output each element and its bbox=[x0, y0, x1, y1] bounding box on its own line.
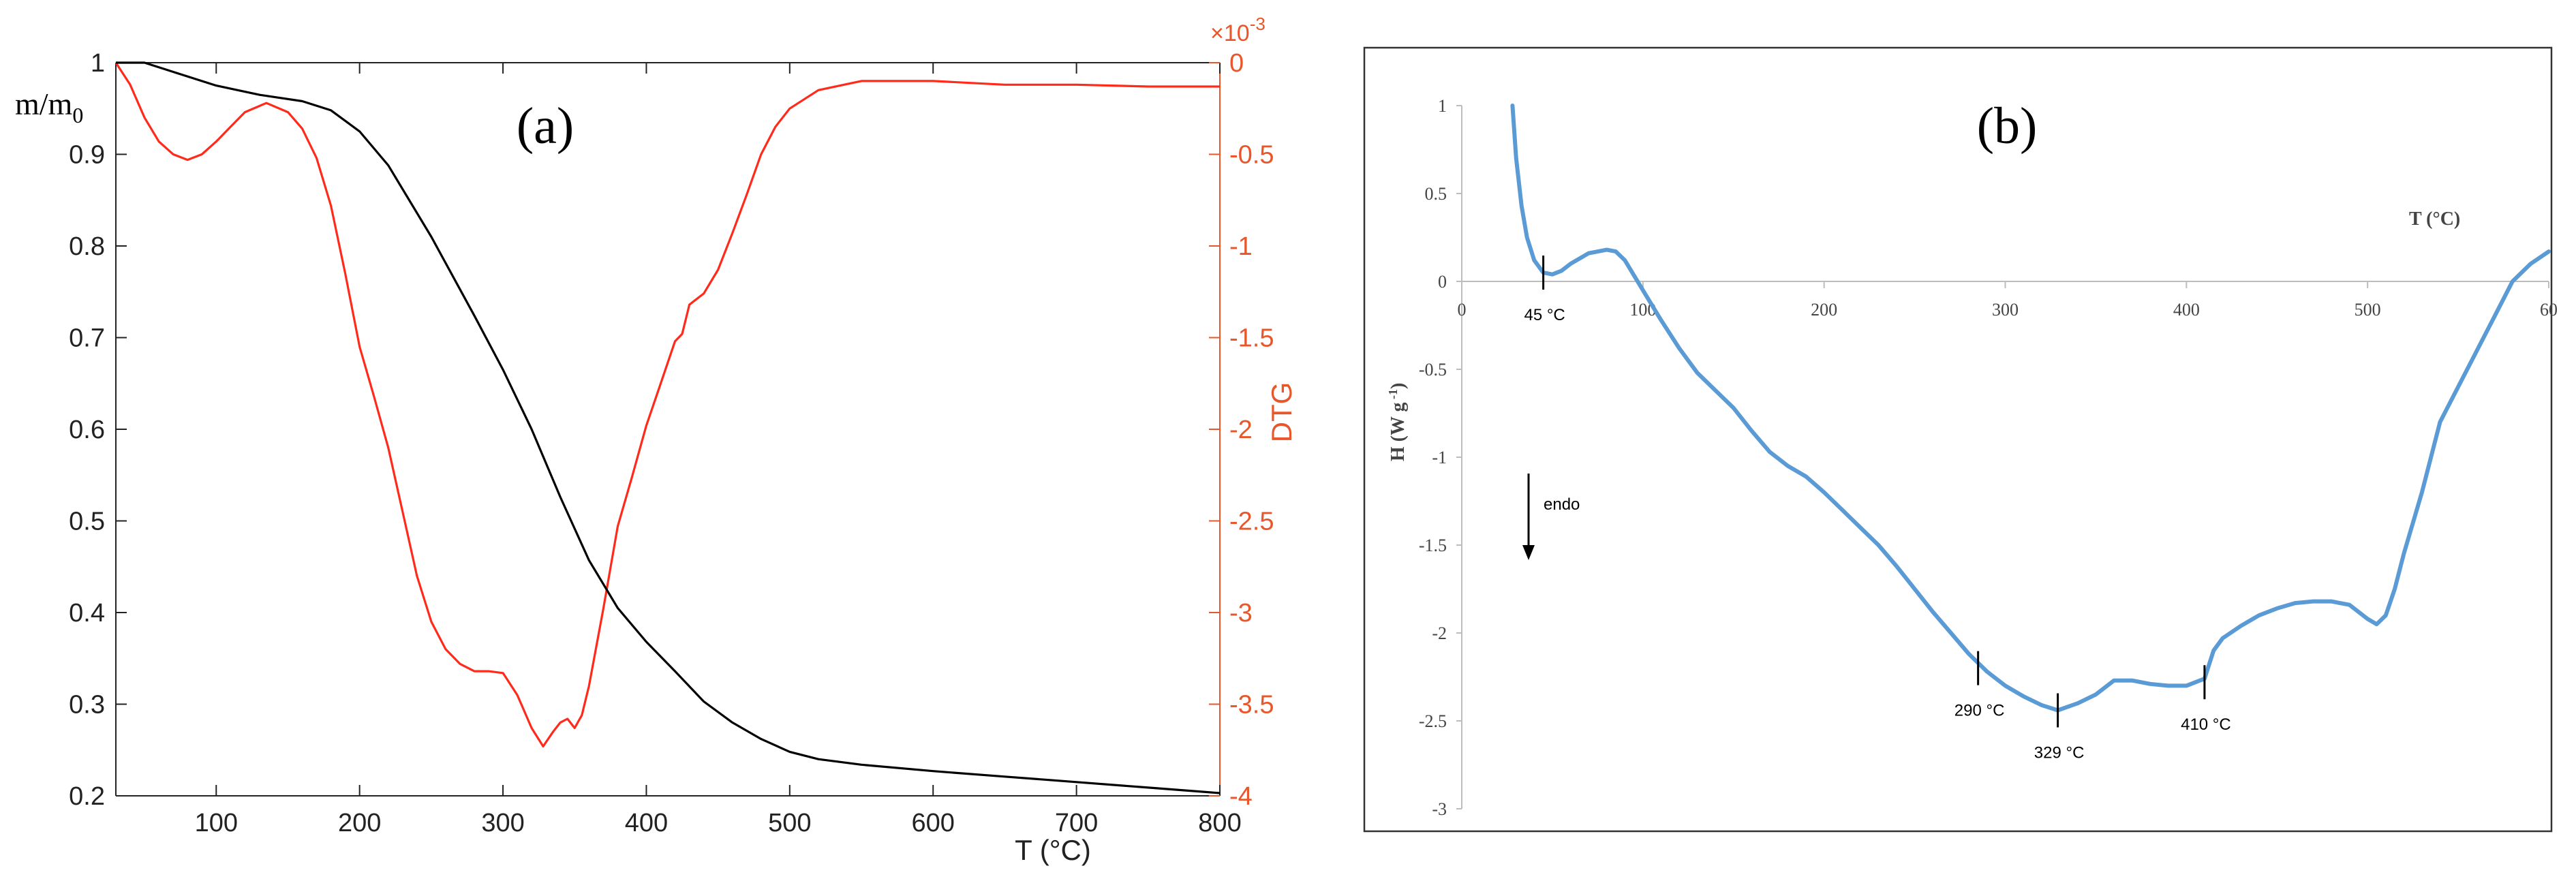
panel-a-y-tick-label: 0.4 bbox=[69, 599, 105, 628]
panel-b-x-tick-label: 0 bbox=[1458, 300, 1467, 320]
panel-a-y2-tick-label: -0.5 bbox=[1229, 141, 1274, 170]
panel-a-y-tick-label: 0.9 bbox=[69, 141, 105, 170]
panel-a-x-tick-label: 200 bbox=[338, 809, 381, 837]
panel-b-y-tick-label: 1 bbox=[1438, 96, 1447, 116]
panel-b-frame bbox=[1363, 46, 2553, 833]
panel-a-y2-exponent-base: ×10 bbox=[1210, 20, 1250, 46]
panel-b-y-tick-label: 0 bbox=[1438, 272, 1447, 292]
panel-b-label: (b) bbox=[1977, 97, 2038, 155]
panel-a-y-tick-label: 0.8 bbox=[69, 232, 105, 261]
panel-b-y-axis-label: H (W g -1) bbox=[1386, 383, 1409, 461]
panel-a-x-tick-label: 800 bbox=[1198, 809, 1241, 837]
panel-b-x-tick-label: 200 bbox=[1811, 300, 1837, 320]
panel-a-y2-axis-label: DTG bbox=[1266, 382, 1298, 443]
panel-a-y2-tick-label: -1 bbox=[1229, 232, 1253, 261]
panel-a-dtg-line bbox=[114, 62, 1220, 747]
panel-a-x-axis-label: T (°C) bbox=[1015, 834, 1091, 866]
panel-b-x-tick-label: 300 bbox=[1992, 300, 2019, 320]
panel-b-y-tick-label: 0.5 bbox=[1425, 184, 1447, 204]
panel-b-annotation-label: 410 °C bbox=[2181, 715, 2231, 734]
panel-a-y2-exponent: ×10-3 bbox=[1210, 14, 1266, 46]
panel-a-y-tick-label: 0.7 bbox=[69, 324, 105, 353]
panel-a-x-tick-label: 500 bbox=[768, 809, 811, 837]
panel-a-tga-chart: (a) 100 200 300 400 500 600 700 8000.20.30.40.5… bbox=[15, 14, 1298, 866]
panel-b-y-axis-label-superscript: -1 bbox=[1386, 389, 1400, 403]
panel-b-annotation-label: 45 °C bbox=[1524, 306, 1565, 324]
panel-a-y-axis-label: m/m0 bbox=[15, 87, 83, 127]
panel-a-x-tick-label: 600 bbox=[912, 809, 955, 837]
panel-a-x-tick-label: 300 bbox=[481, 809, 524, 837]
panel-b-annotation-label: 290 °C bbox=[1954, 702, 2005, 720]
panel-b-y-tick-label: -2.5 bbox=[1419, 711, 1447, 731]
panel-b-y-tick-label: -2 bbox=[1432, 623, 1447, 643]
panel-b-y-tick-label: -0.5 bbox=[1419, 360, 1447, 380]
panel-b-x-axis-label: T (°C) bbox=[2409, 208, 2460, 230]
panel-a-y-tick-label: 1 bbox=[91, 49, 105, 78]
panel-a-y2-tick-label: -3.5 bbox=[1229, 691, 1274, 720]
panel-a-y-tick-label: 0.2 bbox=[69, 782, 105, 811]
panel-a-y2-tick-label: -2 bbox=[1229, 416, 1253, 444]
panel-b-x-tick-label: 500 bbox=[2355, 300, 2381, 320]
panel-a-y-tick-label: 0.6 bbox=[69, 416, 105, 444]
panel-a-y2-tick-label: -1.5 bbox=[1229, 324, 1274, 353]
panel-a-x-tick-label: 100 bbox=[195, 809, 238, 837]
panel-a-y2-tick-label: -3 bbox=[1229, 599, 1253, 628]
panel-a-y-axis-label-subscript: 0 bbox=[72, 103, 83, 127]
panel-b-y-tick-label: -1 bbox=[1432, 448, 1447, 467]
panel-b-endo-label: endo bbox=[1544, 495, 1580, 514]
panel-b-y-axis-label-close: ) bbox=[1387, 383, 1409, 389]
panel-a-y2-tick-label: 0 bbox=[1229, 49, 1244, 78]
panel-a-y2-tick-label: -2.5 bbox=[1229, 508, 1274, 536]
panel-b-y-axis-label-main: H (W g bbox=[1387, 403, 1409, 462]
panel-b-y-tick-label: -3 bbox=[1432, 799, 1447, 819]
panel-a-y-axis-label-main: m/m bbox=[15, 87, 73, 121]
panel-a-y2-exponent-power: -3 bbox=[1250, 14, 1266, 34]
panel-b-y-tick-label: -1.5 bbox=[1419, 536, 1447, 555]
panel-a-x-tick-label: 400 bbox=[625, 809, 668, 837]
panel-a-x-tick-label: 700 bbox=[1055, 809, 1098, 837]
panel-a-mass-line bbox=[116, 61, 1221, 794]
panel-a-y-tick-label: 0.3 bbox=[69, 691, 105, 720]
panel-b-endo-arrow-head bbox=[1522, 545, 1535, 560]
panel-a-label: (a) bbox=[517, 97, 574, 155]
panel-b-annotation-label: 329 °C bbox=[2034, 744, 2085, 762]
panel-b-dsc-chart: (b) 0 100 200 300 400 500 6010.50-0.5-1-1.5-2-… bbox=[1363, 46, 2558, 833]
panel-a-y-tick-label: 0.5 bbox=[69, 508, 105, 536]
panel-b-x-tick-label: 400 bbox=[2173, 300, 2200, 320]
panel-a-y2-tick-label: -4 bbox=[1229, 782, 1253, 811]
panel-b-x-tick-label: 60 bbox=[2540, 300, 2558, 320]
panel-b-dsc-line bbox=[1510, 104, 2551, 713]
